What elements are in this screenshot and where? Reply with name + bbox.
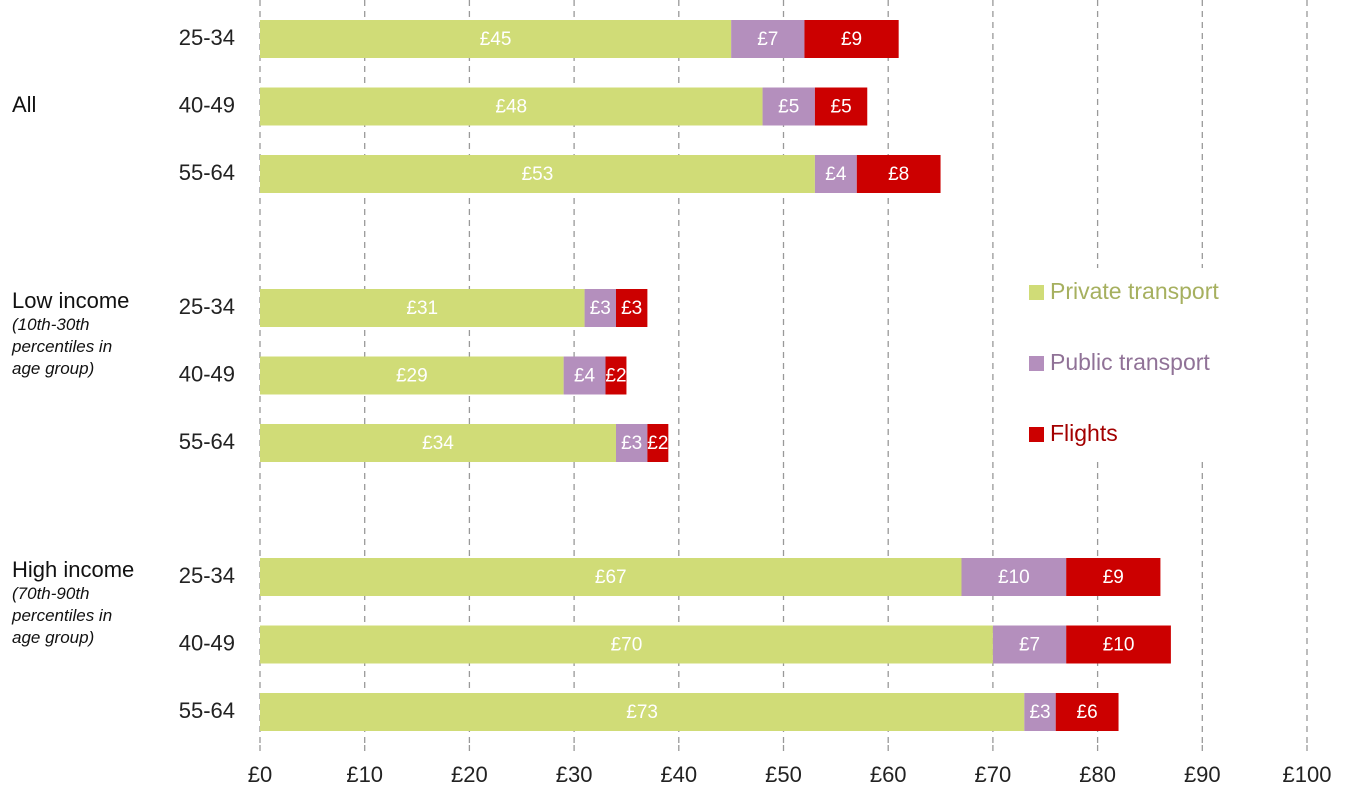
bar-segment [814, 155, 857, 193]
x-tick-label: £80 [1079, 762, 1116, 787]
bar-segment [762, 87, 815, 126]
value-label: £8 [888, 164, 909, 185]
x-tick-label: £90 [1184, 762, 1221, 787]
y-tick-label: 25-34 [179, 563, 235, 588]
y-tick-label: 40-49 [179, 92, 235, 117]
value-label: £53 [522, 164, 554, 185]
x-tick-label: £30 [556, 762, 593, 787]
value-label: £73 [626, 702, 658, 723]
y-tick-label: 25-34 [179, 294, 235, 319]
value-label: £5 [831, 97, 852, 118]
x-tick-label: £0 [248, 762, 272, 787]
bar-segment [615, 289, 648, 327]
x-tick-label: £40 [660, 762, 697, 787]
value-label: £2 [605, 366, 626, 387]
legend-swatch [1029, 356, 1044, 371]
value-label: £10 [998, 567, 1030, 588]
value-label: £70 [611, 635, 643, 656]
legend-background [1020, 268, 1260, 458]
value-label: £3 [621, 433, 642, 454]
bar-segment [804, 20, 899, 58]
bar-segment [605, 356, 627, 395]
bar-segment [260, 356, 564, 395]
bar-segment [563, 356, 606, 395]
value-label: £5 [778, 97, 799, 118]
value-label: £67 [595, 567, 627, 588]
value-label: £4 [574, 366, 596, 387]
bar-segment [1024, 693, 1056, 731]
group-note: (70th-90th percentiles in age group) [12, 584, 113, 647]
value-label: £3 [621, 298, 642, 319]
value-label: £7 [1019, 635, 1040, 656]
bar-segment [260, 625, 993, 664]
group-label: High income (70th-90th percentiles in age… [12, 557, 142, 649]
group-name: All [12, 92, 37, 117]
group-label: All [12, 92, 142, 118]
bar-segment [961, 558, 1067, 596]
group-name: Low income [12, 288, 130, 313]
value-label: £48 [495, 97, 527, 118]
value-label: £4 [825, 164, 847, 185]
value-label: £10 [1103, 635, 1135, 656]
x-tick-label: £20 [451, 762, 488, 787]
bar-segment [260, 20, 732, 58]
y-tick-label: 55-64 [179, 698, 235, 723]
y-tick-label: 55-64 [179, 160, 235, 185]
bar-segment [615, 424, 648, 462]
bar-segment [1066, 558, 1161, 596]
bar-segment [584, 289, 616, 327]
legend-label: Public transport [1050, 349, 1210, 375]
value-label: £7 [757, 29, 778, 50]
bar-segment [260, 87, 763, 126]
x-tick-label: £50 [765, 762, 802, 787]
value-label: £6 [1077, 702, 1098, 723]
y-tick-label: 25-34 [179, 25, 235, 50]
group-label: Low income (10th-30th percentiles in age … [12, 288, 142, 380]
bar-segment [260, 424, 616, 462]
value-label: £29 [396, 366, 428, 387]
value-label: £9 [841, 29, 862, 50]
x-tick-label: £10 [346, 762, 383, 787]
legend-label: Flights [1050, 420, 1118, 446]
group-note: (10th-30th percentiles in age group) [12, 315, 113, 378]
group-name: High income [12, 557, 135, 582]
x-tick-label: £100 [1283, 762, 1332, 787]
value-label: £9 [1103, 567, 1124, 588]
legend-label: Private transport [1050, 278, 1219, 304]
bar-segment [1066, 625, 1171, 664]
y-tick-label: 40-49 [179, 630, 235, 655]
x-tick-label: £60 [870, 762, 907, 787]
legend-swatch [1029, 285, 1044, 300]
value-label: £31 [406, 298, 438, 319]
bar-segment [647, 424, 669, 462]
bar-segment [992, 625, 1067, 664]
x-tick-label: £70 [975, 762, 1012, 787]
value-label: £2 [647, 433, 668, 454]
value-label: £34 [422, 433, 454, 454]
bar-segment [260, 155, 815, 193]
bar-segment [260, 289, 585, 327]
value-label: £3 [590, 298, 611, 319]
bar-segment [260, 693, 1025, 731]
y-tick-label: 40-49 [179, 361, 235, 386]
bar-segment [856, 155, 941, 193]
bar-segment [260, 558, 962, 596]
bar-segment [1055, 693, 1119, 731]
value-label: £45 [480, 29, 512, 50]
bar-segment [814, 87, 868, 126]
bar-segment [731, 20, 805, 58]
value-label: £3 [1029, 702, 1050, 723]
legend-swatch [1029, 427, 1044, 442]
y-tick-label: 55-64 [179, 429, 235, 454]
